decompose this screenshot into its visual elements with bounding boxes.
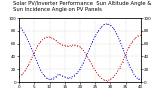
Text: Solar PV/Inverter Performance  Sun Altitude Angle & Sun Incidence Angle on PV Pa: Solar PV/Inverter Performance Sun Altitu… <box>13 1 151 12</box>
